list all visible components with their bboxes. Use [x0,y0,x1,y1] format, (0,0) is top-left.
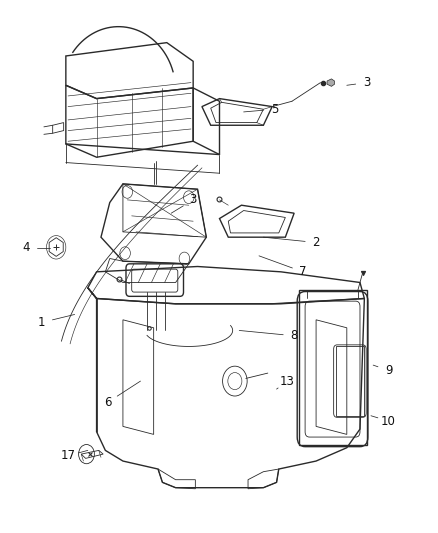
Text: 3: 3 [362,76,369,89]
Polygon shape [326,79,334,86]
Text: 8: 8 [290,329,297,342]
Text: 9: 9 [384,364,392,377]
Text: 7: 7 [298,265,306,278]
Text: 13: 13 [279,375,294,387]
Text: 17: 17 [60,449,75,462]
Text: 5: 5 [270,103,277,116]
Text: 2: 2 [311,236,319,249]
Text: 4: 4 [22,241,30,254]
Text: 10: 10 [380,415,395,427]
Text: 6: 6 [103,396,111,409]
Text: 1: 1 [38,316,46,329]
Text: 3: 3 [189,193,196,206]
